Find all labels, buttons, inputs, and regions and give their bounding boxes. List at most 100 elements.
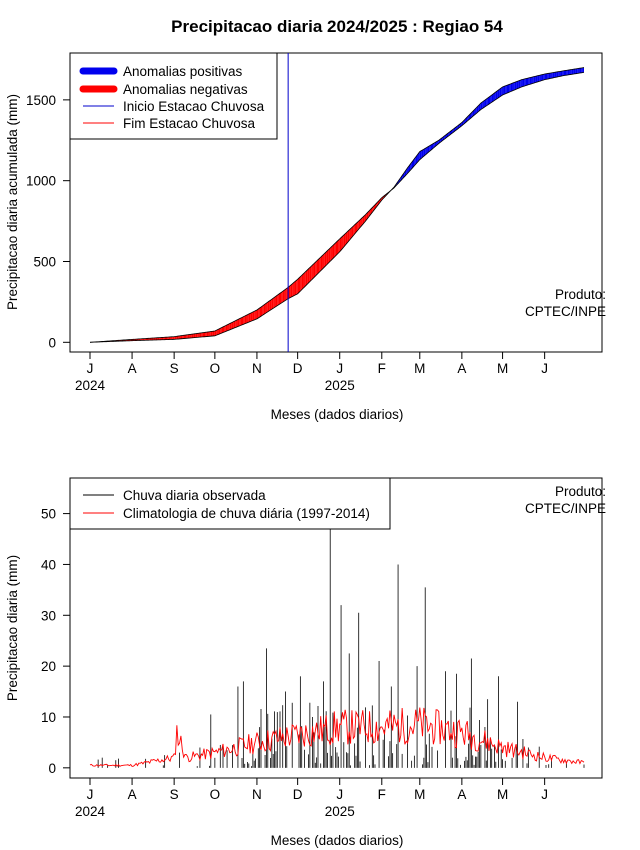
cumulative-y-axis-label: Precipitacao diaria acumulada (mm) (5, 94, 20, 310)
positive-anomaly-segment (478, 104, 480, 112)
negative-anomaly-segment (290, 283, 293, 298)
negative-anomaly-segment (171, 336, 173, 340)
cumulative-x-tick-label: F (378, 361, 386, 376)
positive-anomaly-segment (513, 82, 515, 91)
negative-anomaly-segment (210, 331, 213, 337)
positive-anomaly-segment (497, 89, 499, 99)
negative-anomaly-segment (346, 231, 348, 244)
positive-anomaly-segment (573, 69, 575, 75)
negative-anomaly-segment (342, 235, 344, 249)
daily-x-tick-label: M (414, 787, 425, 802)
positive-anomaly-segment (432, 143, 434, 150)
negative-anomaly-segment (250, 312, 252, 322)
positive-anomaly-segment (569, 69, 571, 75)
cumulative-year-label: 2025 (325, 378, 355, 393)
positive-anomaly-segment (565, 70, 567, 76)
legend-label-end: Fim Estacao Chuvosa (123, 116, 256, 131)
daily-y-tick-label: 50 (41, 507, 56, 522)
positive-anomaly-segment (560, 71, 563, 77)
positive-anomaly-segment (487, 97, 489, 106)
positive-anomaly-segment (547, 73, 549, 80)
cumulative-x-tick-label: J (336, 361, 343, 376)
positive-anomaly-segment (512, 82, 514, 91)
negative-anomaly-segment (328, 247, 331, 263)
positive-anomaly-segment (429, 145, 431, 152)
negative-anomaly-segment (323, 253, 325, 269)
negative-anomaly-segment (218, 328, 221, 335)
positive-anomaly-segment (474, 108, 476, 116)
negative-anomaly-segment (157, 337, 160, 340)
positive-anomaly-segment (533, 76, 536, 84)
positive-anomaly-segment (518, 80, 521, 89)
negative-anomaly-segment (319, 257, 321, 273)
negative-anomaly-segment (205, 332, 207, 337)
negative-anomaly-segment (316, 259, 318, 275)
positive-anomaly-segment (579, 67, 582, 74)
negative-anomaly-segment (327, 249, 329, 264)
negative-anomaly-segment (191, 334, 194, 338)
negative-anomaly-segment (190, 334, 192, 338)
negative-anomaly-segment (349, 228, 351, 241)
negative-anomaly-segment (356, 222, 358, 233)
product-credit: Produto: CPTEC/INPE (525, 287, 606, 319)
cumulative-x-tick-label: M (414, 361, 425, 376)
positive-anomaly-segment (489, 96, 491, 105)
negative-anomaly-segment (161, 337, 164, 340)
negative-anomaly-segment (163, 337, 165, 340)
negative-anomaly-segment (156, 337, 158, 340)
negative-anomaly-segment (322, 254, 324, 270)
positive-anomaly-segment (517, 80, 519, 89)
daily-y-axis: 0 10 20 30 40 50 (41, 507, 71, 776)
negative-anomaly-segment (198, 333, 200, 338)
cumulative-x-tick-label: O (210, 361, 221, 376)
positive-anomaly-segment (413, 158, 415, 168)
positive-anomaly-segment (581, 67, 583, 73)
negative-anomaly-segment (256, 308, 259, 319)
positive-anomaly-segment (555, 71, 557, 78)
positive-anomaly-segment (570, 69, 572, 75)
product-credit-daily: Produto: CPTEC/INPE (525, 484, 606, 516)
positive-anomaly-segment (543, 74, 545, 81)
positive-anomaly-segment (411, 160, 413, 169)
negative-anomaly-segment (361, 217, 363, 226)
anomaly-areas (89, 53, 585, 352)
positive-anomaly-segment (505, 85, 507, 94)
negative-anomaly-segment (254, 310, 256, 320)
negative-anomaly-segment (151, 338, 153, 341)
positive-anomaly-segment (527, 78, 529, 86)
positive-anomaly-segment (503, 85, 506, 95)
positive-anomaly-segment (566, 70, 568, 76)
cumulative-y-tick-label: 0 (48, 335, 56, 350)
cumulative-y-axis: 0 500 1000 1500 (26, 93, 71, 350)
daily-y-tick-label: 0 (48, 761, 56, 776)
negative-anomaly-segment (261, 306, 263, 317)
negative-anomaly-segment (324, 251, 327, 267)
negative-anomaly-segment (275, 295, 278, 307)
positive-anomaly-segment (499, 87, 502, 97)
positive-anomaly-segment (535, 76, 537, 83)
negative-anomaly-segment (315, 261, 317, 277)
positive-anomaly-segment (490, 95, 492, 104)
negative-anomaly-segment (153, 337, 156, 341)
negative-anomaly-segment (204, 332, 206, 337)
negative-anomaly-segment (280, 292, 282, 304)
negative-anomaly-segment (299, 276, 301, 293)
positive-anomaly-segment (491, 94, 494, 103)
negative-anomaly-segment (338, 238, 340, 254)
legend-label-onset: Inicio Estacao Chuvosa (123, 99, 265, 114)
negative-anomaly-segment (331, 245, 333, 260)
positive-anomaly-segment (546, 73, 548, 80)
daily-x-axis-label: Meses (dados diarios) (271, 833, 404, 848)
daily-x-tick-label: S (170, 787, 179, 802)
positive-anomaly-segment (541, 74, 544, 81)
negative-anomaly-segment (246, 314, 248, 324)
negative-anomaly-segment (351, 226, 354, 238)
positive-anomaly-segment (422, 149, 424, 158)
negative-anomaly-segment (178, 335, 180, 340)
daily-x-tick-label: J (336, 787, 343, 802)
negative-anomaly-segment (174, 336, 176, 340)
negative-anomaly-segment (360, 218, 362, 228)
positive-anomaly-segment (510, 83, 513, 92)
negative-anomaly-segment (183, 335, 185, 339)
negative-anomaly-segment (206, 331, 209, 337)
